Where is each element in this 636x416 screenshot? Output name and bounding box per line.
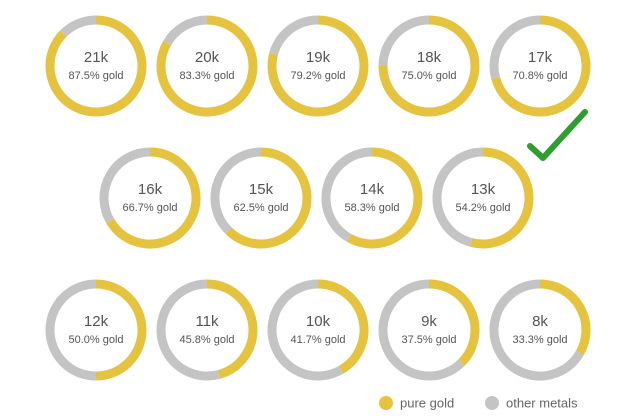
donut-segment xyxy=(99,147,151,224)
donut-segment xyxy=(428,279,480,366)
donut-title: 12k xyxy=(84,313,109,330)
legend-swatch xyxy=(485,396,499,410)
donut-title: 8k xyxy=(532,313,548,330)
donut-segment xyxy=(267,15,369,117)
value-label: 75.0% gold xyxy=(401,70,456,82)
donut-title: 14k xyxy=(360,181,385,198)
donut-segment xyxy=(45,15,147,117)
donut-title: 13k xyxy=(471,181,496,198)
donut-title: 10k xyxy=(306,313,331,330)
value-label: 50.0% gold xyxy=(68,334,123,346)
donut-segment xyxy=(267,279,344,381)
legend-label: other metals xyxy=(506,395,578,410)
donut-segment xyxy=(346,147,423,249)
donut-segment xyxy=(60,15,97,37)
value-label: 79.2% gold xyxy=(290,70,345,82)
donut-segment xyxy=(378,279,465,381)
donut-segment xyxy=(225,147,312,249)
donut-segment xyxy=(206,279,258,379)
donut-title: 9k xyxy=(421,313,437,330)
donut-segment xyxy=(95,279,147,381)
donut-title: 16k xyxy=(138,181,163,198)
value-label: 87.5% gold xyxy=(68,70,123,82)
donut-segment xyxy=(156,279,221,381)
donut-title: 21k xyxy=(84,49,109,66)
donut-segment xyxy=(321,147,373,242)
donut-segment xyxy=(163,15,208,46)
value-label: 83.3% gold xyxy=(179,70,234,82)
donut-segment xyxy=(317,279,369,374)
donut-segment xyxy=(539,279,591,356)
donut-title: 15k xyxy=(249,181,274,198)
donut-segment xyxy=(469,147,534,249)
donut-segment xyxy=(210,147,262,234)
legend-swatch xyxy=(379,396,393,410)
donut-segment xyxy=(106,147,201,249)
value-label: 58.3% gold xyxy=(344,202,399,214)
donut-segment xyxy=(378,15,430,67)
donut-segment xyxy=(378,15,480,117)
donut-segment xyxy=(491,15,591,117)
check-mark xyxy=(527,109,588,161)
value-label: 45.8% gold xyxy=(179,334,234,346)
donut-segment xyxy=(156,15,258,117)
donut-segment xyxy=(489,15,541,80)
donut-segment xyxy=(432,147,484,247)
value-label: 54.2% gold xyxy=(455,202,510,214)
value-label: 62.5% gold xyxy=(233,202,288,214)
donut-title: 11k xyxy=(195,313,219,330)
donut-segment xyxy=(45,279,97,381)
value-label: 70.8% gold xyxy=(512,70,567,82)
donut-title: 17k xyxy=(528,49,553,66)
donut-title: 20k xyxy=(195,49,220,66)
legend-label: pure gold xyxy=(400,395,454,410)
donut-title: 19k xyxy=(306,49,331,66)
value-label: 33.3% gold xyxy=(512,334,567,346)
value-label: 66.7% gold xyxy=(122,202,177,214)
donut-title: 18k xyxy=(417,49,442,66)
donut-segment xyxy=(489,279,584,381)
value-label: 37.5% gold xyxy=(401,334,456,346)
value-label: 41.7% gold xyxy=(290,334,345,346)
donut-segment xyxy=(269,15,319,56)
